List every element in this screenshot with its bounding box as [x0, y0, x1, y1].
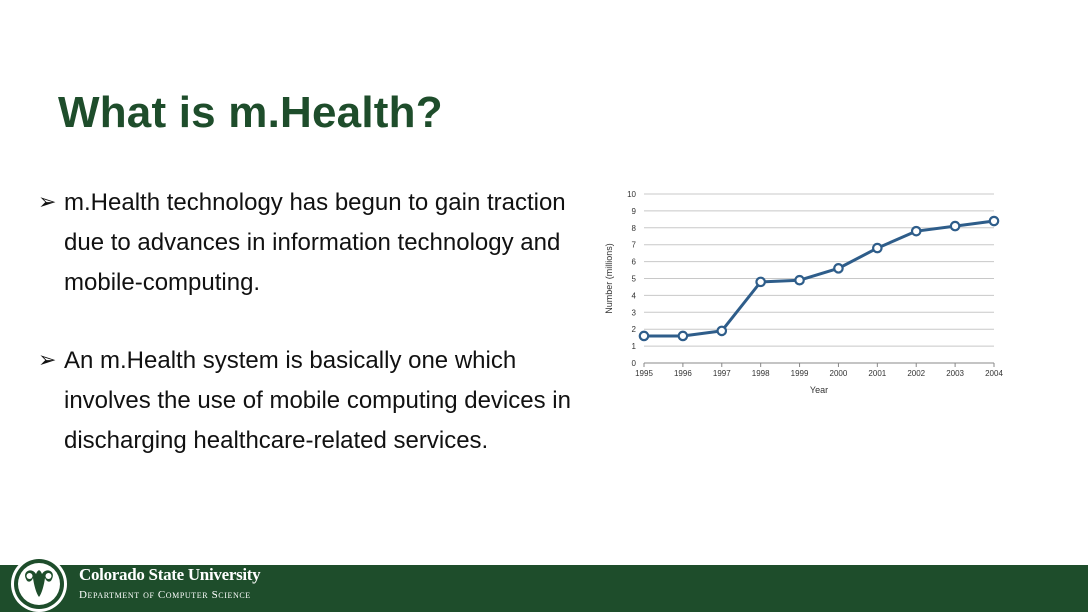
arrow-bullet-icon: ➢ [38, 190, 57, 215]
data-point [677, 330, 689, 342]
y-tick-label: 2 [632, 325, 637, 334]
y-tick-label: 8 [632, 224, 637, 233]
data-point [716, 325, 728, 337]
data-point [910, 225, 922, 237]
university-name: Colorado State University [79, 565, 261, 584]
data-point [794, 274, 805, 286]
y-tick-label: 10 [627, 190, 636, 199]
data-point [638, 330, 650, 342]
x-tick-label: 1999 [791, 369, 809, 378]
x-tick-label: 1997 [713, 369, 731, 378]
y-tick-label: 6 [632, 258, 637, 267]
data-point [833, 263, 844, 274]
x-tick-label: 2000 [830, 369, 848, 378]
y-tick-label: 4 [632, 291, 637, 300]
footer-bar [0, 565, 1088, 612]
x-tick-label: 2001 [868, 369, 886, 378]
x-tick-label: 1996 [674, 369, 692, 378]
bullet-text: An m.Health system is basically one whic… [64, 347, 571, 454]
series-line [644, 219, 995, 338]
x-tick-label: 2003 [946, 369, 964, 378]
x-tick-label: 2002 [907, 369, 925, 378]
bullet-list: ➢ m.Health technology has begun to gain … [38, 183, 598, 499]
arrow-bullet-icon: ➢ [38, 348, 57, 373]
y-axis-label: Number (millions) [604, 243, 614, 314]
y-tick-label: 3 [632, 308, 637, 317]
line-chart: 0 1 2 3 4 5 6 7 8 9 10 1995 1996 1997 1998 1999 2000 2001… [604, 190, 1003, 395]
y-tick-label: 7 [632, 241, 637, 250]
data-point [872, 242, 883, 254]
slide-title: What is m.Health? [58, 88, 443, 137]
bullet-text: m.Health technology has begun to gain tr… [64, 189, 566, 296]
data-point [988, 215, 1000, 227]
x-axis-label: Year [810, 385, 828, 395]
y-tick-label: 9 [632, 207, 637, 216]
y-tick-label: 5 [632, 275, 637, 284]
x-tick-label: 1995 [635, 369, 653, 378]
bullet-item: ➢ An m.Health system is basically one wh… [38, 341, 598, 461]
x-tick-label: 2004 [985, 369, 1003, 378]
data-point [949, 220, 961, 232]
y-tick-label: 1 [632, 342, 637, 351]
y-tick-label: 0 [632, 359, 637, 368]
department-name: Department of Computer Science [79, 589, 251, 601]
data-point [755, 276, 766, 288]
x-tick-label: 1998 [752, 369, 770, 378]
csu-ram-logo-icon [11, 556, 67, 612]
bullet-item: ➢ m.Health technology has begun to gain … [38, 183, 598, 303]
